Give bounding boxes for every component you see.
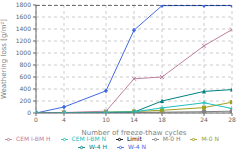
svg-text:18: 18 (158, 116, 166, 123)
html-text:M-0 N: M-0 N (201, 135, 219, 142)
svg-text:24: 24 (200, 116, 208, 123)
svg-text:400: 400 (20, 85, 32, 92)
svg-text:0: 0 (34, 116, 38, 123)
svg-text:Weathering loss [g/m²]: Weathering loss [g/m²] (0, 19, 8, 99)
svg-text:28: 28 (228, 116, 236, 123)
html-text:W-4 N: W-4 N (128, 143, 147, 150)
svg-text:200: 200 (20, 97, 32, 104)
svg-text:10: 10 (102, 116, 110, 123)
svg-text:1200: 1200 (16, 37, 31, 44)
svg-text:0: 0 (27, 109, 31, 116)
svg-text:1800: 1800 (16, 1, 31, 8)
svg-text:4: 4 (62, 116, 66, 123)
svg-text:1000: 1000 (16, 49, 31, 56)
svg-text:800: 800 (20, 61, 32, 68)
html-text:CEM I-BM H: CEM I-BM H (16, 135, 51, 142)
html-text:M-0 H: M-0 H (162, 135, 181, 142)
svg-text:1600: 1600 (16, 13, 31, 20)
svg-text:600: 600 (20, 73, 32, 80)
svg-text:14: 14 (130, 116, 138, 123)
svg-text:1400: 1400 (16, 25, 31, 32)
html-text:Limit: Limit (127, 135, 142, 142)
svg-text:Number of freeze-thaw cycles: Number of freeze-thaw cycles (82, 129, 187, 137)
html-text:W-4 H: W-4 H (88, 143, 107, 150)
html-text:CEM I-BM N: CEM I-BM N (71, 135, 106, 142)
